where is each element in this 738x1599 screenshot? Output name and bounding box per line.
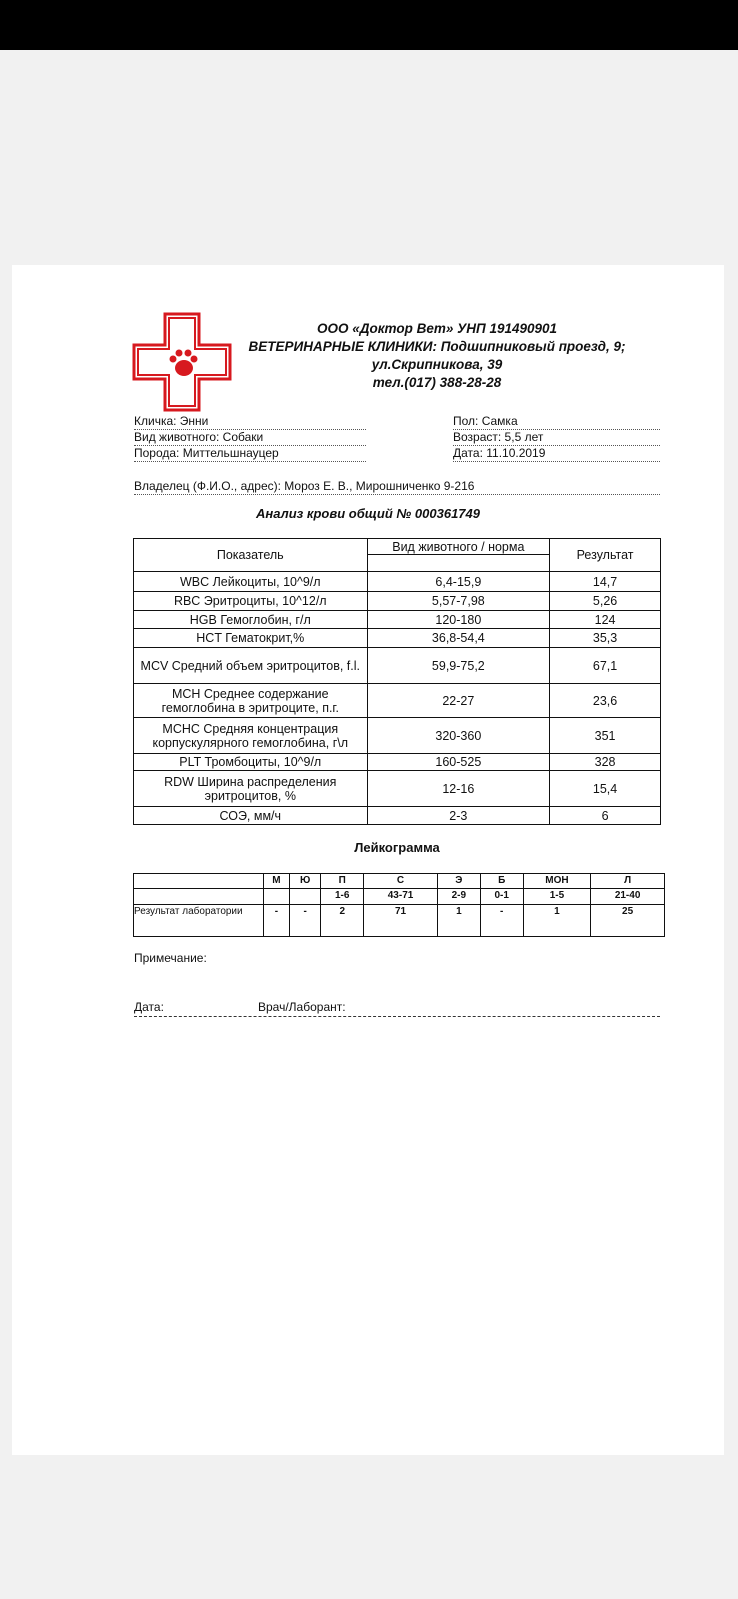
- cell-result: 124: [549, 610, 661, 629]
- cell: Б: [479, 873, 524, 889]
- cell: -: [263, 904, 290, 937]
- cell-result: 328: [549, 753, 661, 771]
- pet-species: Вид животного: Собаки: [134, 430, 366, 446]
- blood-table: Показатель Вид животного / норма Результат…: [133, 538, 661, 825]
- cell-param: MCV Средний объем эритроцитов, f.l.: [133, 647, 368, 684]
- cell-param: MCHC Средняя концентрация корпускулярног…: [133, 717, 368, 754]
- header-result: Результат: [549, 538, 661, 572]
- header-param: Показатель: [133, 538, 368, 572]
- leukogram-table: М Ю П С Э Б МОН Л 1-6 43-71 2-9 0-1 1-5 21-40 Результа…: [133, 873, 665, 937]
- header-line-2: ВЕТЕРИНАРНЫЕ КЛИНИКИ: Подшипниковый прое…: [248, 339, 626, 354]
- row-label: [133, 888, 264, 905]
- header-line-3: ул.Скрипникова, 39: [371, 357, 503, 372]
- cell-norm: 2-3: [366, 806, 551, 825]
- note-label: Примечание:: [134, 951, 207, 965]
- header-line-1: ООО «Доктор Вет» УНП 191490901: [316, 321, 558, 336]
- cell: Э: [436, 873, 481, 889]
- doctor-label: Врач/Лаборант:: [258, 1000, 346, 1014]
- cell: [288, 888, 322, 905]
- blood-row: HGB Гемоглобин, г/л 120-180 124: [133, 610, 661, 629]
- cell-param: СОЭ, мм/ч: [133, 806, 368, 825]
- cell-result: 35,3: [549, 628, 661, 648]
- pet-age: Возраст: 5,5 лет: [453, 430, 660, 446]
- blood-row: PLT Тромбоциты, 10^9/л 160-525 328: [133, 753, 661, 771]
- footer-date-label: Дата:: [134, 1000, 164, 1014]
- cell-result: 23,6: [549, 683, 661, 718]
- cell-norm: 59,9-75,2: [366, 647, 551, 684]
- cell: 2-9: [436, 888, 481, 905]
- cell-result: 14,7: [549, 571, 661, 592]
- cell: 1-6: [320, 888, 365, 905]
- leukogram-title: Лейкограмма: [354, 840, 440, 855]
- top-bar: [0, 0, 738, 50]
- exam-date: Дата: 11.10.2019: [453, 446, 660, 462]
- cell-norm: 36,8-54,4: [366, 628, 551, 648]
- pet-sex: Пол: Самка: [453, 414, 660, 430]
- header-norm-sub: [366, 554, 551, 572]
- cell-param: HCT Гематокрит,%: [133, 628, 368, 648]
- cell-param: RBC Эритроциты, 10^12/л: [133, 591, 368, 611]
- header-norm: Вид животного / норма: [366, 538, 551, 555]
- cell-norm: 5,57-7,98: [366, 591, 551, 611]
- owner: Владелец (Ф.И.О., адрес): Мороз Е. В., М…: [134, 479, 660, 495]
- cell: 0-1: [479, 888, 524, 905]
- blood-row: MCV Средний объем эритроцитов, f.l. 59,9-…: [133, 647, 661, 684]
- blood-row: RBC Эритроциты, 10^12/л 5,57-7,98 5,26: [133, 591, 661, 611]
- blood-row: MCHC Средняя концентрация корпускулярног…: [133, 717, 661, 754]
- cell-norm: 320-360: [366, 717, 551, 754]
- cell-result: 15,4: [549, 770, 661, 807]
- cell-norm: 6,4-15,9: [366, 571, 551, 592]
- cell-param: HGB Гемоглобин, г/л: [133, 610, 368, 629]
- cell: С: [363, 873, 438, 889]
- row-label: Результат лаборатории: [133, 904, 264, 937]
- row-label: [133, 873, 264, 889]
- cell-param: PLT Тромбоциты, 10^9/л: [133, 753, 368, 771]
- analysis-title: Анализ крови общий № 000361749: [256, 506, 480, 521]
- cell-norm: 120-180: [366, 610, 551, 629]
- pet-name: Кличка: Энни: [134, 414, 366, 430]
- cell: -: [479, 904, 524, 937]
- cell: 1: [522, 904, 592, 937]
- cell: -: [288, 904, 322, 937]
- blood-row: WBC Лейкоциты, 10^9/л 6,4-15,9 14,7: [133, 571, 661, 592]
- cell-norm: 12-16: [366, 770, 551, 807]
- cell-result: 351: [549, 717, 661, 754]
- cell: П: [320, 873, 365, 889]
- cell-param: WBC Лейкоциты, 10^9/л: [133, 571, 368, 592]
- cell: Ю: [288, 873, 322, 889]
- cell: [263, 888, 290, 905]
- cell-norm: 160-525: [366, 753, 551, 771]
- leuk-result-row: Результат лаборатории - -2 71 1-1 25: [133, 904, 665, 937]
- cell-result: 67,1: [549, 647, 661, 684]
- pet-breed: Порода: Миттельшнауцер: [134, 446, 366, 462]
- cell: 71: [363, 904, 438, 937]
- document-page: ООО «Доктор Вет» УНП 191490901 ВЕТЕРИНАР…: [12, 265, 724, 1455]
- cell-param: MCH Среднее содержание гемоглобина в эри…: [133, 683, 368, 718]
- cell-param: RDW Ширина распределения эритроцитов, %: [133, 770, 368, 807]
- cell-result: 5,26: [549, 591, 661, 611]
- clinic-logo-cross-paw: [132, 312, 232, 412]
- cell: 21-40: [590, 888, 665, 905]
- footer-line: [134, 1000, 660, 1017]
- header-line-4: тел.(017) 388-28-28: [372, 375, 502, 390]
- cell: Л: [590, 873, 665, 889]
- cell: 25: [590, 904, 665, 937]
- cell: М: [263, 873, 290, 889]
- blood-row: MCH Среднее содержание гемоглобина в эри…: [133, 683, 661, 718]
- cell: МОН: [522, 873, 592, 889]
- cell: 43-71: [363, 888, 438, 905]
- leuk-norm-row: 1-6 43-71 2-9 0-1 1-5 21-40: [133, 888, 665, 905]
- leuk-header-row: М Ю П С Э Б МОН Л: [133, 873, 665, 889]
- blood-row: RDW Ширина распределения эритроцитов, % 1…: [133, 770, 661, 807]
- cell-norm: 22-27: [366, 683, 551, 718]
- cell-result: 6: [549, 806, 661, 825]
- blood-row: HCT Гематокрит,% 36,8-54,4 35,3: [133, 628, 661, 648]
- cell: 1: [436, 904, 481, 937]
- cell: 2: [320, 904, 365, 937]
- blood-row: СОЭ, мм/ч 2-3 6: [133, 806, 661, 825]
- cell: 1-5: [522, 888, 592, 905]
